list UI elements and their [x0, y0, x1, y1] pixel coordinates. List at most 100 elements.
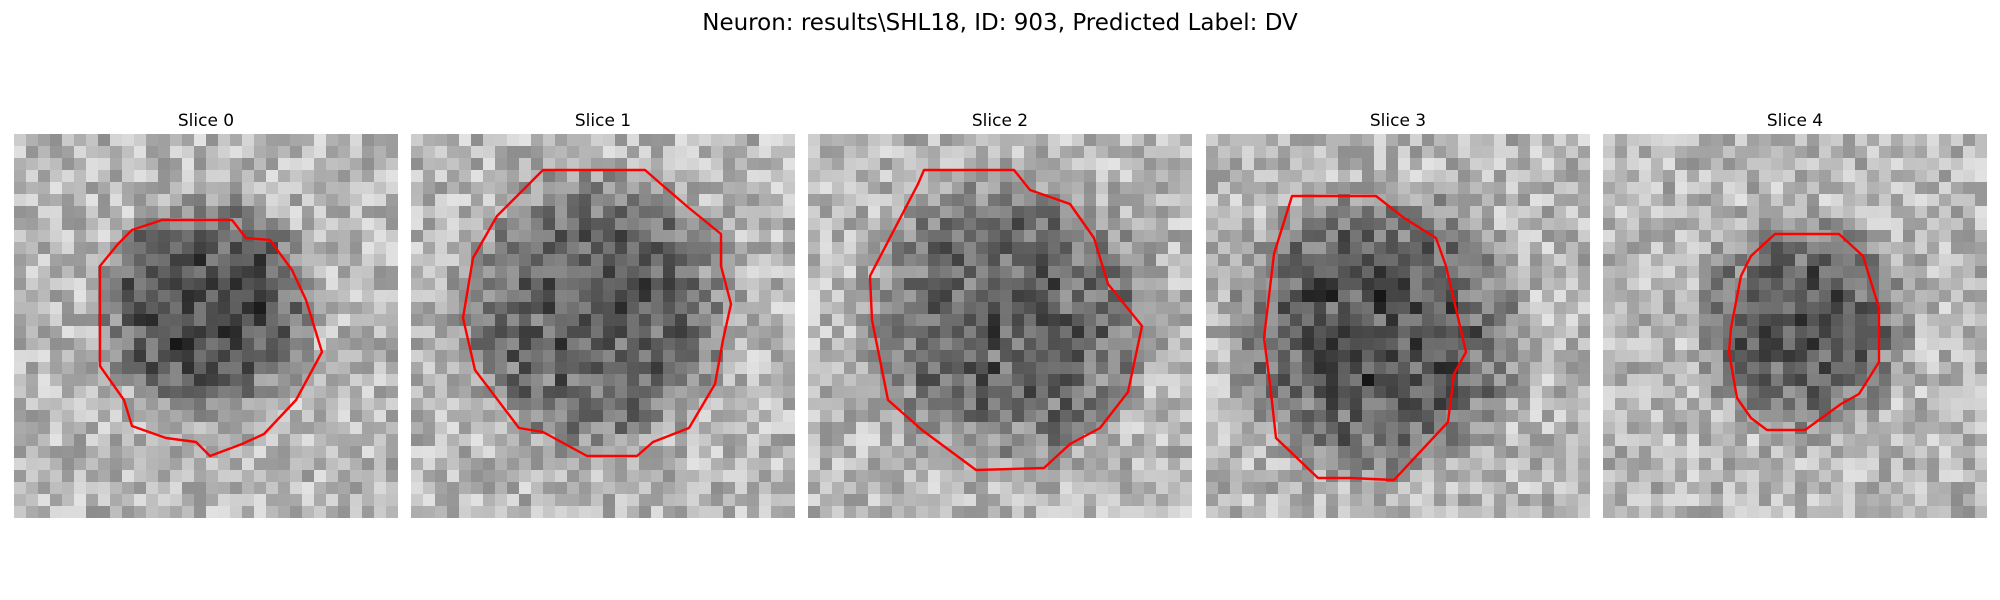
image-pixel: [338, 434, 351, 447]
image-pixel: [182, 482, 195, 495]
image-pixel: [1084, 134, 1097, 147]
image-pixel: [1230, 482, 1243, 495]
image-pixel: [38, 338, 51, 351]
image-pixel: [1374, 266, 1387, 279]
figure-title: Neuron: results\SHL18, ID: 903, Predicte…: [702, 10, 1298, 36]
image-pixel: [1362, 470, 1375, 483]
image-pixel: [603, 230, 616, 243]
image-pixel: [1711, 326, 1724, 339]
image-pixel: [1470, 482, 1483, 495]
image-pixel: [964, 422, 977, 435]
image-pixel: [1120, 218, 1133, 231]
image-pixel: [1939, 278, 1952, 291]
image-pixel: [471, 458, 484, 471]
image-pixel: [988, 410, 1001, 423]
image-pixel: [1687, 386, 1700, 399]
image-pixel: [964, 362, 977, 375]
image-pixel: [1242, 266, 1255, 279]
image-pixel: [1326, 158, 1339, 171]
image-pixel: [50, 158, 63, 171]
image-pixel: [1783, 170, 1796, 183]
image-pixel: [435, 362, 448, 375]
image-pixel: [158, 386, 171, 399]
image-pixel: [952, 386, 965, 399]
image-pixel: [26, 470, 39, 483]
image-pixel: [1000, 494, 1013, 507]
image-pixel: [1687, 242, 1700, 255]
image-pixel: [1072, 446, 1085, 459]
image-pixel: [242, 446, 255, 459]
image-pixel: [170, 302, 183, 315]
image-pixel: [1302, 134, 1315, 147]
image-pixel: [1206, 326, 1219, 339]
image-pixel: [1819, 350, 1832, 363]
image-pixel: [326, 398, 339, 411]
image-pixel: [759, 506, 772, 518]
image-pixel: [1927, 434, 1940, 447]
image-pixel: [254, 410, 267, 423]
image-pixel: [531, 278, 544, 291]
image-pixel: [1855, 362, 1868, 375]
image-pixel: [374, 158, 387, 171]
image-pixel: [74, 290, 87, 303]
image-pixel: [1639, 410, 1652, 423]
image-pixel: [603, 206, 616, 219]
image-pixel: [988, 230, 1001, 243]
image-pixel: [1627, 182, 1640, 195]
image-pixel: [1927, 170, 1940, 183]
image-pixel: [892, 326, 905, 339]
image-pixel: [1651, 182, 1664, 195]
image-pixel: [1518, 326, 1531, 339]
image-pixel: [1314, 326, 1327, 339]
image-pixel: [651, 182, 664, 195]
image-pixel: [194, 386, 207, 399]
image-pixel: [711, 134, 724, 147]
image-pixel: [242, 422, 255, 435]
image-pixel: [314, 446, 327, 459]
image-pixel: [471, 410, 484, 423]
image-pixel: [110, 146, 123, 159]
image-pixel: [218, 374, 231, 387]
image-pixel: [1530, 230, 1543, 243]
image-pixel: [1290, 338, 1303, 351]
image-pixel: [1639, 290, 1652, 303]
image-pixel: [1699, 434, 1712, 447]
image-pixel: [1242, 422, 1255, 435]
image-pixel: [591, 242, 604, 255]
image-pixel: [1398, 182, 1411, 195]
image-pixel: [1458, 362, 1471, 375]
image-pixel: [1494, 290, 1507, 303]
image-pixel: [50, 182, 63, 195]
image-pixel: [1939, 266, 1952, 279]
image-pixel: [1386, 338, 1399, 351]
image-pixel: [74, 398, 87, 411]
image-pixel: [338, 326, 351, 339]
image-pixel: [1218, 326, 1231, 339]
image-pixel: [350, 410, 363, 423]
image-pixel: [1350, 218, 1363, 231]
image-pixel: [1374, 302, 1387, 315]
image-pixel: [110, 218, 123, 231]
image-pixel: [230, 158, 243, 171]
image-pixel: [471, 158, 484, 171]
image-pixel: [1230, 446, 1243, 459]
image-pixel: [218, 194, 231, 207]
image-pixel: [952, 434, 965, 447]
image-pixel: [1675, 254, 1688, 267]
image-pixel: [543, 350, 556, 363]
image-pixel: [1168, 446, 1181, 459]
image-pixel: [1518, 482, 1531, 495]
image-pixel: [663, 326, 676, 339]
image-pixel: [663, 482, 676, 495]
image-pixel: [687, 410, 700, 423]
image-pixel: [1218, 398, 1231, 411]
image-pixel: [1048, 338, 1061, 351]
image-pixel: [26, 170, 39, 183]
image-pixel: [1819, 434, 1832, 447]
image-pixel: [1132, 266, 1145, 279]
image-pixel: [1831, 386, 1844, 399]
image-pixel: [1651, 242, 1664, 255]
image-pixel: [290, 194, 303, 207]
image-pixel: [1939, 218, 1952, 231]
image-pixel: [1819, 218, 1832, 231]
